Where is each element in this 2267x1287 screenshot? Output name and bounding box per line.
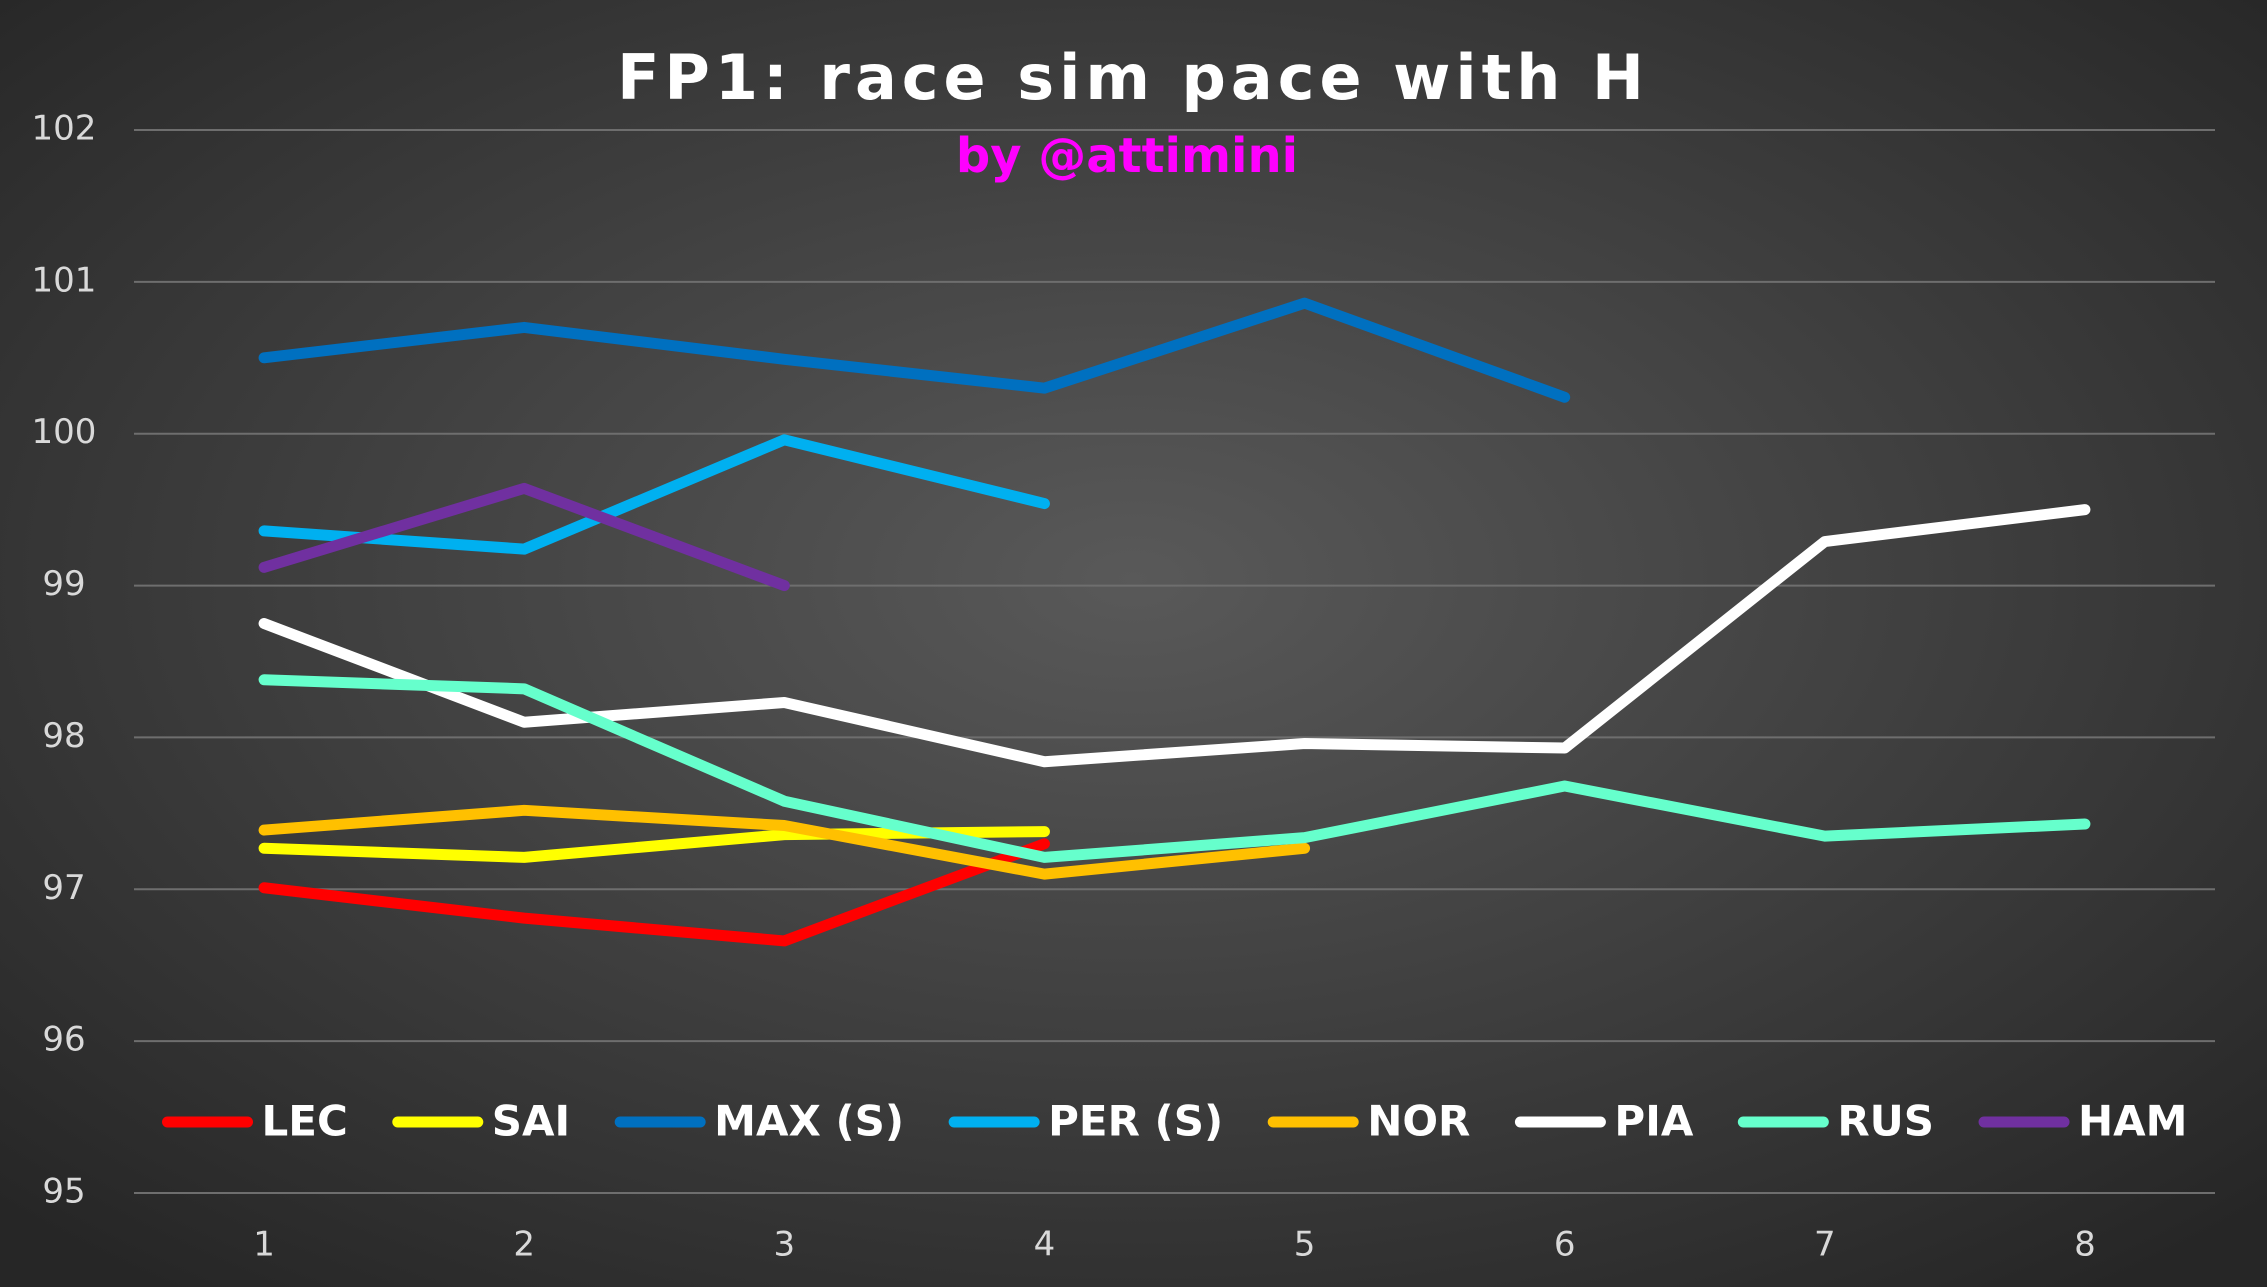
y-tick-label: 99: [42, 564, 85, 604]
x-tick-label: 4: [1034, 1225, 1056, 1265]
y-tick-label: 96: [42, 1020, 85, 1060]
y-tick-label: 97: [42, 868, 85, 908]
series-line: [258, 297, 1571, 403]
y-tick-label: 100: [32, 412, 97, 452]
legend: LEC SAI MAX (S) PER (S) NOR PIA RUS HAM: [162, 1097, 2187, 1146]
legend-label: SAI: [492, 1097, 570, 1146]
chart-subtitle: by @attimini: [956, 128, 1298, 184]
series-line: [258, 674, 2091, 863]
legend-label: NOR: [1367, 1097, 1470, 1146]
x-tick-label: 2: [513, 1225, 535, 1265]
legend-label: LEC: [262, 1097, 348, 1146]
legend-label: MAX (S): [714, 1097, 904, 1146]
y-tick-label: 95: [42, 1172, 85, 1212]
x-tick-label: 1: [253, 1225, 275, 1265]
x-tick-label: 7: [1814, 1225, 1836, 1265]
series-line: [258, 838, 1050, 947]
y-tick-label: 101: [32, 260, 97, 300]
chart-title: FP1: race sim pace with H: [617, 41, 1649, 114]
legend-label: PER (S): [1048, 1097, 1223, 1146]
series-line: [258, 804, 1311, 880]
series-line: [258, 434, 1050, 555]
series-line: [258, 504, 2091, 768]
series-line: [258, 482, 790, 592]
y-tick-label: 102: [32, 109, 97, 149]
x-tick-label: 5: [1294, 1225, 1316, 1265]
x-tick-label: 8: [2074, 1225, 2096, 1265]
x-tick-label: 3: [773, 1225, 795, 1265]
legend-label: RUS: [1837, 1097, 1934, 1146]
x-tick-label: 6: [1554, 1225, 1576, 1265]
y-tick-label: 98: [42, 716, 85, 756]
legend-label: HAM: [2078, 1097, 2187, 1146]
legend-label: PIA: [1614, 1097, 1693, 1146]
